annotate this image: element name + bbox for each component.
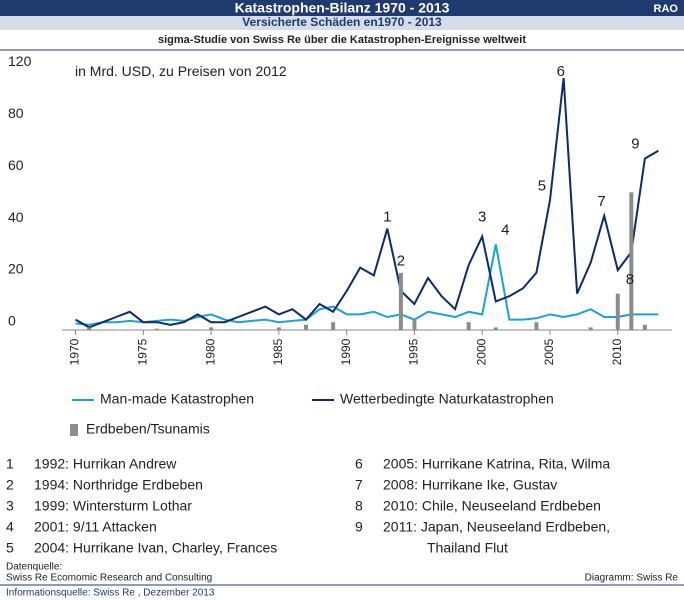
x-tick-label: 1970 — [68, 338, 82, 365]
note-number: 5 — [6, 540, 14, 556]
bar — [466, 322, 471, 330]
note-number: 6 — [355, 456, 363, 472]
subtitle-bar — [0, 16, 684, 30]
bar — [87, 327, 92, 330]
note-number: 3 — [6, 498, 14, 514]
y-tick-label: 120 — [8, 53, 32, 69]
annotation: 3 — [478, 208, 486, 225]
tag: RAO — [654, 3, 679, 15]
x-tick-label: 1990 — [339, 338, 353, 365]
x-tick-label: 2010 — [610, 338, 624, 365]
legend-label: Wetterbedingte Naturkatastrophen — [340, 391, 554, 407]
note-text: 1994: Northridge Erdbeben — [34, 477, 203, 493]
note-text: 2008: Hurrikane Ike, Gustav — [383, 477, 557, 493]
x-tick-label: 1975 — [136, 338, 150, 365]
bar — [398, 272, 403, 330]
note-number: 1 — [6, 456, 14, 472]
legend-label: Erdbeben/Tsunamis — [86, 421, 210, 437]
annotation: 5 — [538, 177, 546, 194]
annotation: 8 — [626, 271, 634, 288]
bar — [331, 322, 336, 330]
annotation: 9 — [631, 136, 639, 153]
y-tick-label: 60 — [8, 157, 24, 173]
bar — [304, 324, 308, 330]
bar — [534, 322, 539, 330]
annotation: 4 — [501, 221, 509, 238]
note-text: 2010: Chile, Neuseeland Erdbeben — [383, 498, 601, 514]
source-label: Datenquelle: — [6, 562, 62, 573]
note-text: 1999: Wintersturm Lothar — [34, 498, 192, 514]
note-number: 2 — [6, 477, 14, 493]
bar — [629, 192, 634, 330]
bar — [615, 293, 620, 330]
note-number: 8 — [355, 498, 363, 514]
bar — [588, 327, 593, 330]
legend-swatch — [70, 424, 78, 436]
header-bar — [0, 0, 684, 16]
note-text: 2001: 9/11 Attacken — [34, 519, 157, 535]
x-tick-label: 1980 — [203, 338, 217, 365]
info-source: Informationsquelle: Swiss Re , Dezember … — [6, 588, 215, 599]
x-tick-label: 2005 — [542, 338, 556, 365]
note-number: 7 — [355, 477, 363, 493]
x-tick-label: 2000 — [474, 338, 488, 365]
annotation: 2 — [397, 253, 405, 270]
legend-label: Man-made Katastrophen — [100, 391, 254, 407]
note-text: 2011: Japan, Neuseeland Erdbeben, — [383, 519, 610, 535]
note-text: 1992: Hurrikan Andrew — [34, 456, 177, 472]
note-text: 2005: Hurrikane Katrina, Rita, Wilma — [383, 456, 610, 472]
bar — [276, 327, 281, 330]
x-tick-label: 1985 — [271, 338, 285, 365]
bar — [493, 327, 498, 330]
x-tick-label: 1995 — [407, 338, 421, 365]
bar — [154, 328, 159, 330]
line — [75, 244, 659, 326]
y-tick-label: 80 — [8, 105, 24, 121]
note-number: 9 — [355, 519, 363, 535]
note-text: 2004: Hurrikane Ivan, Charley, Frances — [34, 540, 277, 556]
annotation: 7 — [597, 193, 605, 210]
y-tick-label: 0 — [8, 313, 16, 329]
bar — [412, 319, 417, 330]
subtitle: Versicherte Schäden en1970 - 2013 — [242, 15, 442, 29]
caption: sigma-Studie von Swiss Re über die Katas… — [158, 34, 526, 46]
diagram-credit: Diagramm: Swiss Re — [585, 573, 679, 584]
source: Swiss Re Ecomomic Research and Consultin… — [6, 573, 212, 584]
y-tick-label: 40 — [8, 209, 24, 225]
annotation: 1 — [383, 208, 391, 225]
bar — [642, 324, 647, 330]
y-tick-label: 20 — [8, 261, 24, 277]
note-number: 4 — [6, 519, 14, 535]
bar — [209, 327, 214, 330]
annotation: 6 — [557, 63, 565, 80]
title: Katastrophen-Bilanz 1970 - 2013 — [235, 0, 450, 16]
note-text: Thailand Flut — [427, 540, 508, 556]
line — [75, 77, 659, 329]
y-axis-label: in Mrd. USD, zu Preisen von 2012 — [75, 63, 287, 79]
